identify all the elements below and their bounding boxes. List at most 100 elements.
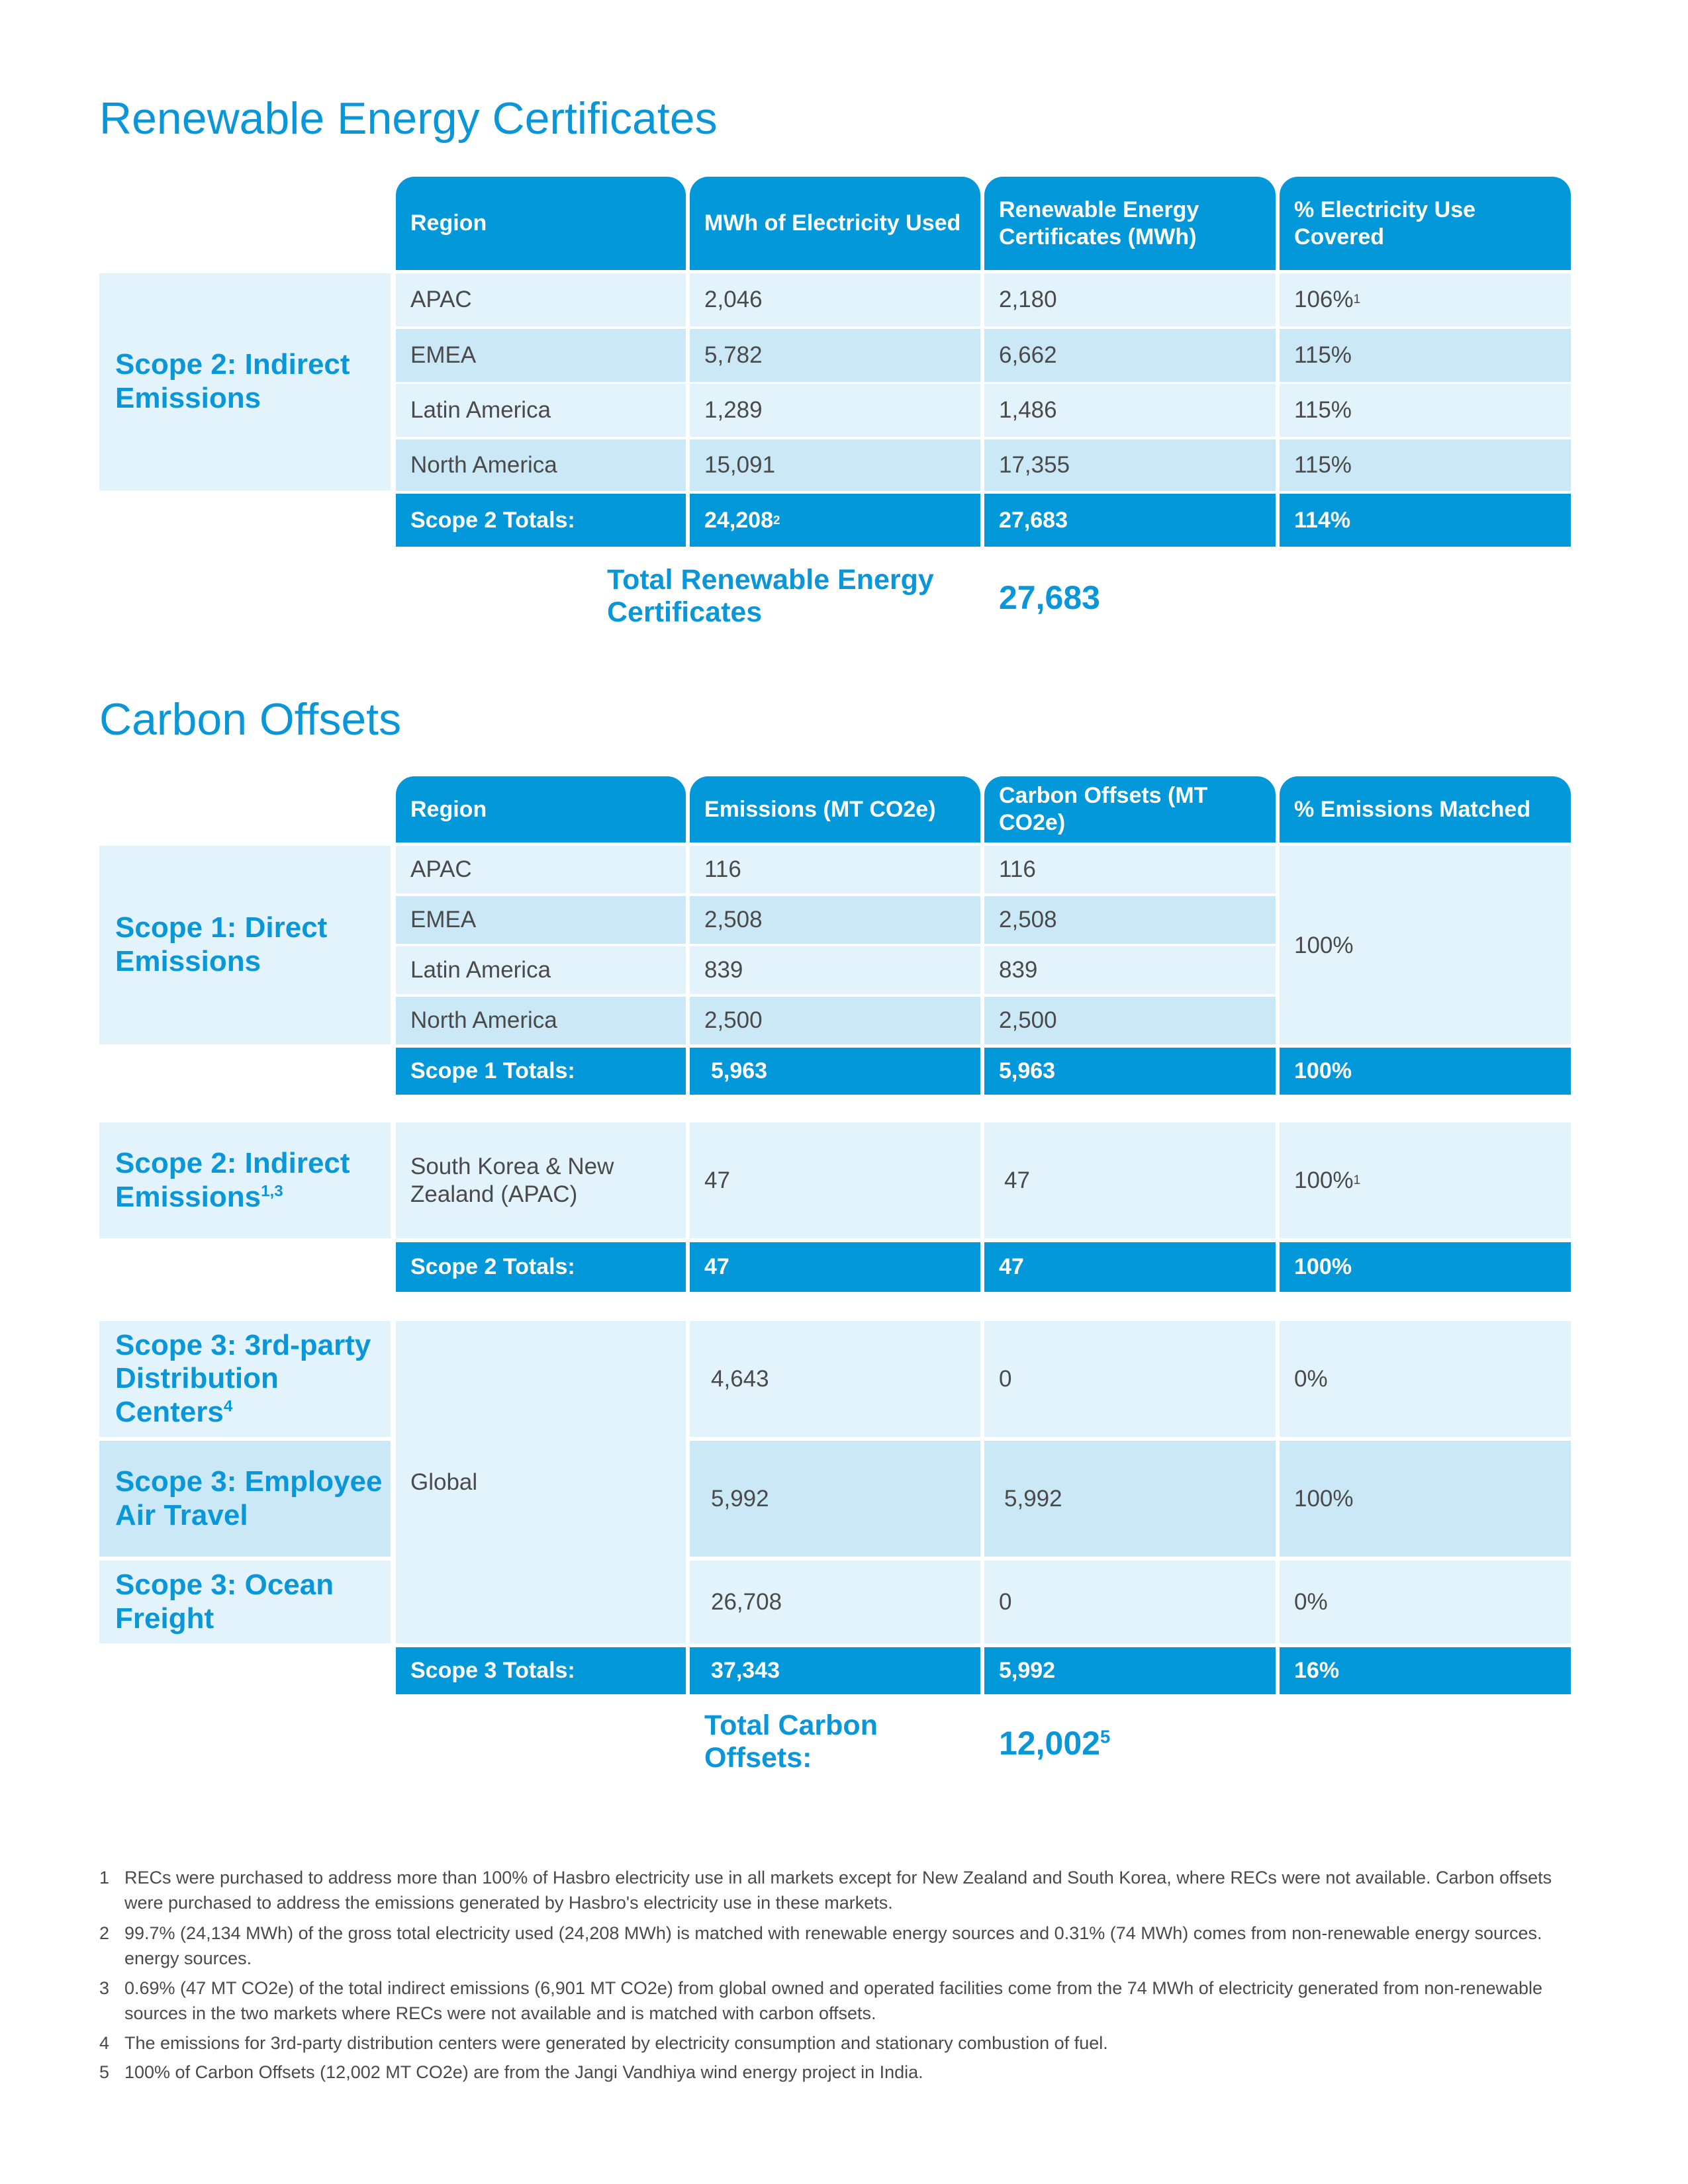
footnote: 4 The emissions for 3rd-party distributio…	[99, 2030, 1582, 2056]
totals-label: Scope 1 Totals:	[396, 1048, 686, 1095]
offsets-cell: 0	[984, 1321, 1276, 1437]
mwh-cell: 15,091	[690, 439, 980, 491]
footnote-number: 1	[99, 1868, 110, 1888]
total-offsets-label: Total Carbon Offsets:	[704, 1709, 878, 1774]
totals-pct: 100%	[1280, 1048, 1571, 1095]
emissions-cell: 839	[690, 946, 980, 994]
region-cell: EMEA	[396, 896, 686, 944]
footnote-text: The emissions for 3rd-party distribution…	[124, 2033, 1108, 2053]
offsets-cell: 839	[984, 946, 1276, 994]
emissions-cell: 26,708	[690, 1561, 980, 1643]
pct-value: 100%	[1294, 1167, 1354, 1193]
totals-offsets: 5,992	[984, 1647, 1276, 1694]
footnote: 5 100% of Carbon Offsets (12,002 MT CO2e)…	[99, 2060, 1582, 2085]
rec-header-mwh: MWh of Electricity Used	[690, 177, 980, 270]
footnote-number: 4	[99, 2033, 110, 2053]
emissions-cell: 2,500	[690, 997, 980, 1044]
totals-offsets: 5,963	[984, 1048, 1276, 1095]
rec-header-recs: Renewable Energy Certificates (MWh)	[984, 177, 1276, 270]
carbon-header-emissions: Emissions (MT CO2e)	[690, 776, 980, 842]
carbon-section-title: Carbon Offsets	[99, 694, 402, 745]
scope3-region: Global	[396, 1321, 686, 1643]
totals-emissions: 47	[690, 1242, 980, 1292]
footnote-number: 5	[99, 2062, 110, 2082]
recs-cell: 1,486	[984, 384, 1276, 437]
region-cell: North America	[396, 997, 686, 1044]
scope3-label: Scope 3: 3rd-party Distribution Centers4	[99, 1321, 391, 1437]
totals-pct: 100%	[1280, 1242, 1571, 1292]
footnote-text: 99.7% (24,134 MWh) of the gross total el…	[124, 1923, 1542, 1968]
offsets-cell: 116	[984, 846, 1276, 893]
emissions-cell: 5,992	[690, 1441, 980, 1557]
pct-cell: 115%	[1280, 439, 1571, 491]
region-cell: North America	[396, 439, 686, 491]
mwh-cell: 2,046	[690, 273, 980, 326]
emissions-cell: 4,643	[690, 1321, 980, 1437]
offsets-cell: 47	[984, 1122, 1276, 1238]
totals-label: Scope 2 Totals:	[396, 1242, 686, 1292]
scope2-label: Scope 2: Indirect Emissions1,3	[99, 1122, 391, 1238]
totals-emissions: 5,963	[690, 1048, 980, 1095]
scope1-matched: 100%	[1280, 846, 1571, 1044]
totals-offsets: 47	[984, 1242, 1276, 1292]
total-recs-label: Total Renewable Energy Certificates	[607, 564, 934, 629]
footnote-text: 100% of Carbon Offsets (12,002 MT CO2e) …	[124, 2062, 923, 2082]
rec-header-pct: % Electricity Use Covered	[1280, 177, 1571, 270]
region-cell: South Korea & New Zealand (APAC)	[396, 1122, 686, 1238]
rec-section-title: Renewable Energy Certificates	[99, 93, 718, 144]
region-cell: APAC	[396, 846, 686, 893]
emissions-cell: 116	[690, 846, 980, 893]
scope3-label: Scope 3: Employee Air Travel	[99, 1441, 391, 1557]
pct-cell: 106% 1	[1280, 273, 1571, 326]
carbon-header-matched: % Emissions Matched	[1280, 776, 1571, 842]
recs-cell: 2,180	[984, 273, 1276, 326]
pct-cell: 115%	[1280, 329, 1571, 382]
pct-cell: 100%	[1280, 1441, 1571, 1557]
rec-scope2-label: Scope 2: Indirect Emissions	[99, 273, 391, 490]
total-offsets-number: 12,002	[999, 1725, 1100, 1762]
footnote: 1 RECs were purchased to address more tha…	[99, 1865, 1582, 1915]
totals-emissions: 37,343	[690, 1647, 980, 1694]
pct-cell: 100% 1	[1280, 1122, 1571, 1238]
totals-mwh: 24,208 2	[690, 494, 980, 547]
footnote-ref: 1,3	[261, 1181, 283, 1200]
total-recs-value: 27,683	[999, 579, 1100, 616]
region-cell: APAC	[396, 273, 686, 326]
totals-mwh-value: 24,208	[704, 507, 773, 533]
scope2-label-text: Scope 2: Indirect Emissions	[115, 1146, 350, 1213]
pct-cell: 0%	[1280, 1561, 1571, 1643]
region-cell: Latin America	[396, 384, 686, 437]
offsets-cell: 5,992	[984, 1441, 1276, 1557]
offsets-cell: 0	[984, 1561, 1276, 1643]
mwh-cell: 1,289	[690, 384, 980, 437]
emissions-cell: 2,508	[690, 896, 980, 944]
emissions-cell: 47	[690, 1122, 980, 1238]
carbon-header-offsets: Carbon Offsets (MT CO2e)	[984, 776, 1276, 842]
totals-label: Scope 2 Totals:	[396, 494, 686, 547]
mwh-cell: 5,782	[690, 329, 980, 382]
scope3-label-text: Scope 3: 3rd-party Distribution Centers	[115, 1328, 371, 1428]
footnote-text: 0.69% (47 MT CO2e) of the total indirect…	[124, 1978, 1543, 2023]
scope1-label: Scope 1: Direct Emissions	[99, 846, 391, 1044]
footnote-ref: 5	[1100, 1726, 1111, 1747]
offsets-cell: 2,500	[984, 997, 1276, 1044]
totals-pct: 16%	[1280, 1647, 1571, 1694]
footnote-text: RECs were purchased to address more than…	[124, 1868, 1552, 1913]
scope3-label: Scope 3: Ocean Freight	[99, 1561, 391, 1643]
pct-cell: 115%	[1280, 384, 1571, 437]
footnote-ref: 4	[223, 1397, 233, 1416]
footnote: 3 0.69% (47 MT CO2e) of the total indirec…	[99, 1976, 1582, 2026]
footnote-number: 3	[99, 1978, 110, 1998]
region-cell: Latin America	[396, 946, 686, 994]
offsets-cell: 2,508	[984, 896, 1276, 944]
pct-value: 106%	[1294, 287, 1354, 312]
rec-header-region: Region	[396, 177, 686, 270]
recs-cell: 6,662	[984, 329, 1276, 382]
recs-cell: 17,355	[984, 439, 1276, 491]
region-cell: EMEA	[396, 329, 686, 382]
carbon-header-region: Region	[396, 776, 686, 842]
pct-cell: 0%	[1280, 1321, 1571, 1437]
totals-recs: 27,683	[984, 494, 1276, 547]
footnote-number: 2	[99, 1923, 110, 1943]
totals-pct: 114%	[1280, 494, 1571, 547]
